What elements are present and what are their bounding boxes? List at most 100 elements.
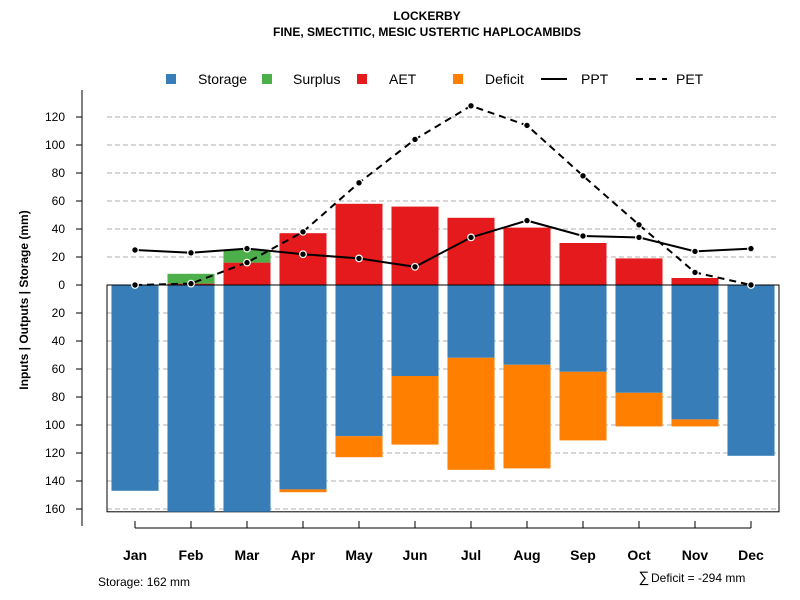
point-pet-aug [523,121,531,130]
point-pet-nov [691,268,699,277]
bar-storage-feb [167,285,215,512]
y-tick-label: 80 [52,166,66,180]
y-tick-label: 160 [45,502,65,516]
legend-label-storage: Storage [198,71,247,87]
bar-storage-dec [727,285,775,456]
point-ppt-apr [299,250,307,259]
point-ppt-jul [467,233,475,242]
point-ppt-nov [691,247,699,256]
legend-label-surplus: Surplus [293,71,340,87]
legend-swatch-storage [166,74,176,84]
bar-deficit-jul [447,357,495,470]
bar-aet-sep [559,243,607,285]
point-pet-feb [187,279,195,288]
point-ppt-aug [523,216,531,225]
point-pet-oct [635,220,643,229]
bar-deficit-nov [671,419,719,427]
y-tick-label: 120 [45,110,65,124]
y-tick-label: 20 [52,250,66,264]
bar-deficit-may [335,436,383,458]
point-pet-jan [131,281,139,289]
x-tick-label-jun: Jun [403,547,428,563]
x-tick-label-jan: Jan [123,547,147,563]
x-tick-label-feb: Feb [179,547,204,563]
bar-deficit-aug [503,364,551,469]
point-pet-jun [411,135,419,144]
y-tick-label: 60 [52,362,66,376]
bar-aet-aug [503,227,551,285]
y-tick-label: 20 [52,306,66,320]
point-pet-may [355,178,363,187]
point-ppt-oct [635,233,643,242]
line-ppt [134,219,752,268]
bar-storage-mar [223,285,271,512]
point-ppt-may [355,254,363,263]
legend-swatch-deficit [453,74,463,84]
point-pet-jul [467,101,475,110]
bar-aet-mar [223,262,271,285]
y-axis: 0 20 40 60 80 100 120 20 40 60 80 100 120 140 160 [45,90,83,526]
bar-deficit-oct [615,392,663,427]
y-tick-label: 120 [45,446,65,460]
bar-surplus-mar [223,250,271,263]
legend-label-pet: PET [676,71,704,87]
bar-aet-jul [447,217,495,285]
y-tick-label: 140 [45,474,65,488]
point-pet-sep [579,171,587,180]
y-axis-label: Inputs | Outputs | Storage (mm) [17,210,31,389]
x-tick-label-sep: Sep [570,547,596,563]
x-tick-label-dec: Dec [738,547,764,563]
point-ppt-feb [187,248,195,257]
legend-label-deficit: Deficit [485,71,524,87]
x-tick-label-may: May [345,547,372,563]
point-ppt-jan [131,246,139,254]
x-tick-label-aug: Aug [513,547,540,563]
bar-aet-apr [279,233,327,285]
bar-storage-jan [111,285,159,491]
x-tick-label-oct: Oct [627,547,651,563]
point-pet-apr [299,227,307,236]
bar-storage-jun [391,285,439,376]
deficit-note: Deficit = -294 mm [651,571,745,585]
bar-deficit-sep [559,371,607,441]
point-ppt-jun [411,262,419,271]
bar-storage-jul [447,285,495,358]
legend-label-aet: AET [389,71,417,87]
y-tick-label: 40 [52,222,66,236]
bar-aet-may [335,203,383,285]
y-tick-label: 40 [52,334,66,348]
bar-surplus-feb [167,273,215,284]
deficit-sum-symbol: ∑ [639,569,650,586]
bar-storage-aug [503,285,551,365]
x-tick-label-nov: Nov [682,547,709,563]
bar-aet-oct [615,258,663,285]
lines [131,101,755,289]
chart-subtitle: FINE, SMECTITIC, MESIC USTERTIC HAPLOCAM… [273,25,581,39]
bar-storage-oct [615,285,663,393]
bar-deficit-apr [279,489,327,493]
chart-title: LOCKERBY [393,9,460,23]
bars [107,203,779,512]
legend-label-ppt: PPT [581,71,609,87]
x-tick-label-mar: Mar [235,547,260,563]
x-axis: Jan Feb Mar Apr May Jun Jul Aug Sep Oct Nov Dec [123,521,764,563]
legend-swatch-aet [357,74,367,84]
storage-note: Storage: 162 mm [98,575,190,589]
x-tick-label-apr: Apr [291,547,316,563]
x-tick-label-jul: Jul [461,547,481,563]
bar-aet-jun [391,206,439,285]
bar-storage-nov [671,285,719,420]
y-tick-label: 0 [58,278,65,292]
point-ppt-sep [579,232,587,240]
bar-storage-may [335,285,383,437]
point-pet-mar [243,258,251,267]
y-tick-label: 100 [45,418,65,432]
y-tick-label: 60 [52,194,66,208]
bar-storage-apr [279,285,327,490]
point-ppt-mar [243,244,251,253]
point-pet-dec [747,281,755,289]
point-ppt-dec [747,244,755,253]
legend: Storage Surplus AET Deficit PPT PET [166,71,704,87]
bar-storage-sep [559,285,607,372]
